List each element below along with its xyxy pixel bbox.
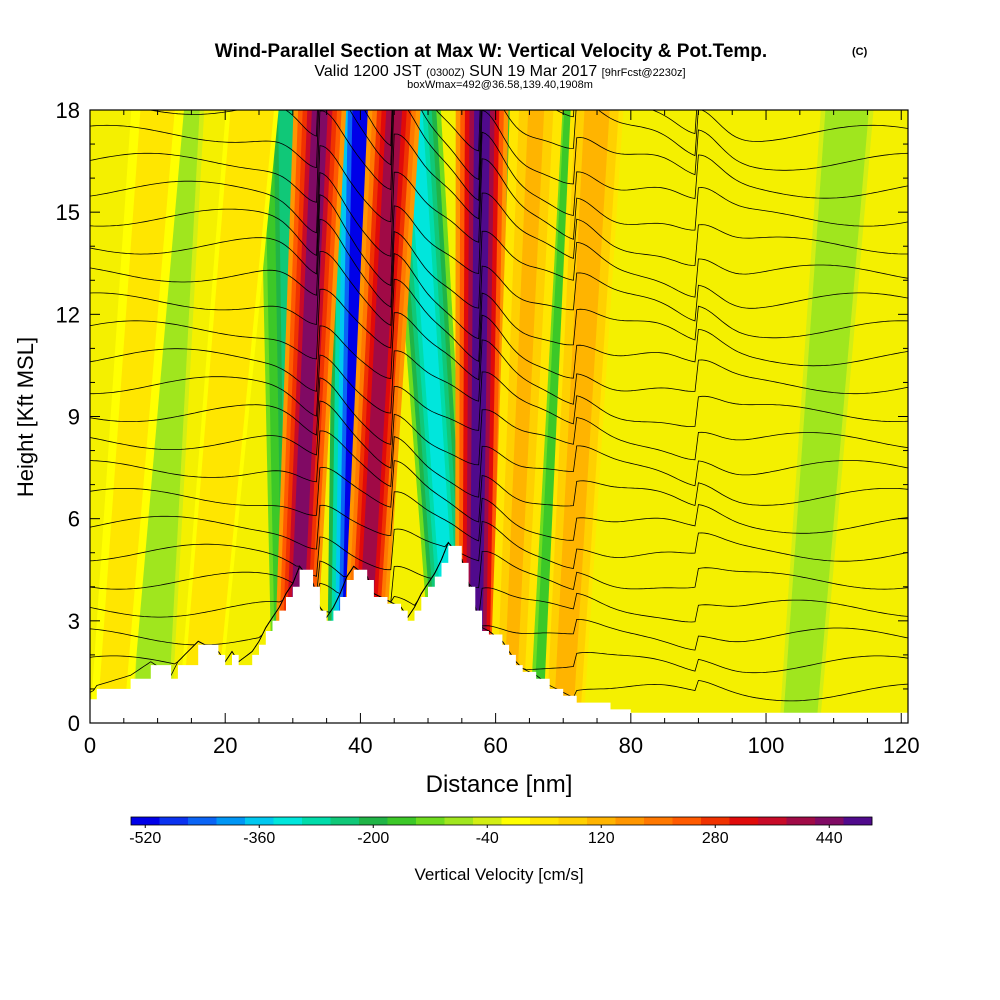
theta-contour-20 xyxy=(90,110,908,181)
theta-contour-19 xyxy=(90,110,908,203)
colorbar-swatch-24 xyxy=(815,817,844,825)
theta-contour-13 xyxy=(90,278,908,363)
colorbar-tick-label-3: -40 xyxy=(476,830,499,847)
chart-title: Wind-Parallel Section at Max W: Vertical… xyxy=(215,41,767,62)
theta-contour-12 xyxy=(90,312,908,392)
theta-contour-11 xyxy=(90,339,908,417)
colorbar-swatch-14 xyxy=(530,817,559,825)
colorbar-swatch-21 xyxy=(729,817,759,825)
theta-contour-8 xyxy=(90,430,908,498)
updraft-band-5-level-4 xyxy=(104,110,166,723)
x-tick-label-6: 120 xyxy=(883,733,920,758)
y-tick-label-4: 12 xyxy=(56,302,80,327)
x-tick-label-0: 0 xyxy=(84,733,96,758)
colorbar-swatch-19 xyxy=(672,817,702,825)
x-tick-label-2: 40 xyxy=(348,733,372,758)
colorbar-swatch-4 xyxy=(245,817,274,825)
theta-contour-21 xyxy=(148,110,698,152)
y-tick-label-3: 9 xyxy=(68,405,80,430)
downdraft-band-5-level-4 xyxy=(144,110,186,723)
theta-contour-10 xyxy=(90,371,908,445)
velocity-bands xyxy=(90,110,874,723)
theta-contour-6 xyxy=(90,491,908,550)
colorbar-swatch-2 xyxy=(188,817,217,825)
theta-contour-2 xyxy=(90,541,908,651)
colorbar-swatch-5 xyxy=(273,817,303,825)
colorbar-label: Vertical Velocity [cm/s] xyxy=(414,865,583,884)
axes: 0 20 40 60 80 100 120 0 3 6 9 12 15 18 xyxy=(56,98,920,758)
x-tick-label-3: 60 xyxy=(483,733,507,758)
colorbar-swatch-15 xyxy=(558,817,588,825)
colorbar-swatch-9 xyxy=(387,817,417,825)
colorbar-swatch-8 xyxy=(359,817,388,825)
plot-area xyxy=(90,110,908,723)
terrain xyxy=(90,545,908,723)
updraft-band-6-level-4 xyxy=(191,110,261,723)
copyright-mark: (C) xyxy=(852,46,868,58)
updraft-band-1-level-4 xyxy=(354,110,403,723)
downdraft-band-6-level-4 xyxy=(793,110,856,723)
chart-subtitle: Valid 1200 JST (0300Z) SUN 19 Mar 2017 [… xyxy=(314,63,685,80)
updraft-band-4-level-4 xyxy=(557,110,606,723)
y-tick-label-5: 15 xyxy=(56,200,80,225)
colorbar-swatch-10 xyxy=(416,817,445,825)
subtitle-valid: Valid 1200 JST xyxy=(314,63,422,80)
chart-subtitle-box: boxWmax=492@36.58,139.40,1908m xyxy=(407,79,593,91)
subtitle-utc: (0300Z) xyxy=(426,67,465,79)
colorbar-swatch-18 xyxy=(644,817,673,825)
colorbar-swatch-16 xyxy=(587,817,616,825)
colorbar-swatch-6 xyxy=(302,817,331,825)
colorbar-swatch-0 xyxy=(131,817,160,825)
colorbar-swatch-11 xyxy=(444,817,474,825)
y-tick-label-2: 6 xyxy=(68,507,80,532)
theta-contour-17 xyxy=(90,158,908,257)
colorbar-swatch-1 xyxy=(159,817,189,825)
y-tick-label-0: 0 xyxy=(68,711,80,736)
y-axis-label: Height [Kft MSL] xyxy=(13,337,38,497)
theta-contour-14 xyxy=(90,251,908,340)
colorbar-swatch-3 xyxy=(216,817,246,825)
theta-contours xyxy=(90,110,908,702)
colorbar-frame xyxy=(130,816,873,826)
theta-contour-15 xyxy=(90,218,908,309)
colorbar-swatch-7 xyxy=(330,817,360,825)
theta-contour-3 xyxy=(90,541,908,623)
colorbar-swatch-25 xyxy=(843,817,873,825)
theta-contour-9 xyxy=(90,400,908,469)
x-tick-label-5: 100 xyxy=(748,733,785,758)
colorbar-tick-label-1: -360 xyxy=(243,830,275,847)
colorbar-swatch-20 xyxy=(701,817,730,825)
colorbar-tick-label-4: 120 xyxy=(588,830,615,847)
colorbar-swatch-23 xyxy=(786,817,816,825)
theta-contour-18 xyxy=(90,131,908,234)
updraft-band-0-level-4 xyxy=(286,110,328,723)
theta-contour-4 xyxy=(90,541,908,603)
colorbar-tick-label-6: 440 xyxy=(816,830,843,847)
colorbar-tick-label-2: -200 xyxy=(357,830,389,847)
x-tick-label-4: 80 xyxy=(619,733,643,758)
updraft-band-3-level-4 xyxy=(502,110,545,723)
colorbar-swatch-12 xyxy=(473,817,502,825)
theta-contour-16 xyxy=(90,192,908,287)
theta-contour-5 xyxy=(90,521,908,577)
subtitle-date: SUN 19 Mar 2017 xyxy=(469,63,597,80)
colorbar-tick-label-5: 280 xyxy=(702,830,729,847)
colorbar-swatch-13 xyxy=(501,817,531,825)
colorbar-swatch-22 xyxy=(758,817,787,825)
x-tick-label-1: 20 xyxy=(213,733,237,758)
colorbar-swatch-17 xyxy=(615,817,645,825)
colorbar: -520 -360 -200 -40 120 280 440 xyxy=(129,816,873,847)
x-axis-label: Distance [nm] xyxy=(426,771,573,798)
y-tick-label-1: 3 xyxy=(68,609,80,634)
theta-contour-7 xyxy=(90,460,908,523)
subtitle-forecast: [9hrFcst@2230z] xyxy=(602,67,686,79)
y-tick-label-6: 18 xyxy=(56,98,80,123)
colorbar-tick-label-0: -520 xyxy=(129,830,161,847)
